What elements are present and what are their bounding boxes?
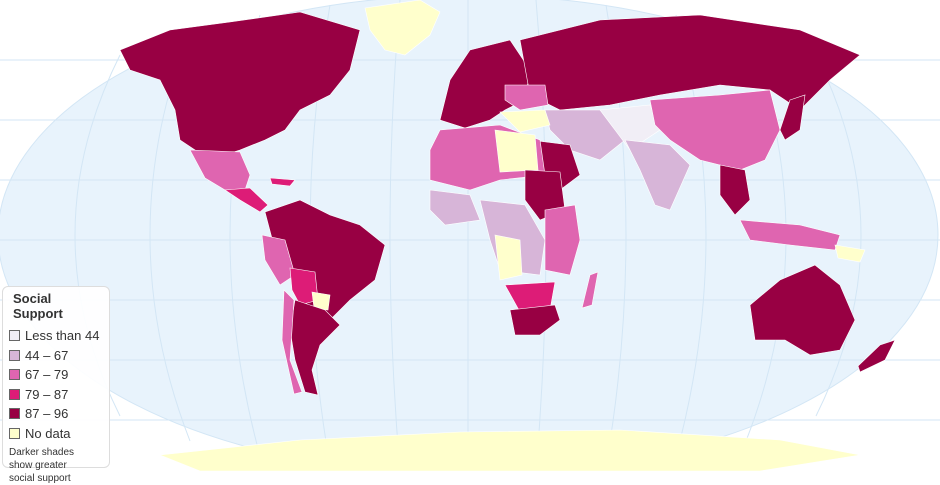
region-japan[interactable] [779,94,806,141]
legend-item-44-67[interactable]: 44 – 67 [9,346,103,366]
region-central-asia[interactable] [599,104,661,151]
legend-swatch [9,349,20,361]
region-central-africa[interactable] [479,199,546,276]
region-iran-turkey[interactable] [499,109,551,133]
legend-swatch [9,408,20,420]
legend-label: No data [25,425,71,441]
region-madagascar[interactable] [581,271,599,309]
legend-label: 87 – 96 [25,406,69,422]
legend-label: 67 – 79 [25,367,69,383]
region-peru[interactable] [261,234,296,286]
region-angola[interactable] [494,234,523,281]
legend-note-line: Darker shades [9,447,75,458]
region-china[interactable] [649,89,781,171]
legend-item-87-96[interactable]: 87 – 96 [9,404,103,424]
legend: Social Support Less than 44 44 – 67 67 –… [2,286,110,484]
legend-item-less-than-44[interactable]: Less than 44 [9,326,103,346]
legend-label: 44 – 67 [25,347,69,363]
region-central-america[interactable] [224,187,269,213]
region-russia[interactable] [519,14,861,111]
region-paraguay[interactable] [311,291,331,311]
region-greenland[interactable] [364,0,441,56]
region-new-zealand[interactable] [857,339,896,373]
legend-note-line: show greater [9,460,67,471]
region-caribbean[interactable] [269,177,296,187]
region-north-america[interactable] [119,11,361,159]
legend-item-no-data[interactable]: No data [9,424,103,444]
world-map [0,0,940,471]
legend-swatch [9,330,20,342]
region-papua[interactable] [834,244,866,263]
legend-label: 79 – 87 [25,386,69,402]
region-south-africa[interactable] [509,304,561,336]
region-libya-egypt[interactable] [494,129,539,173]
legend-item-79-87[interactable]: 79 – 87 [9,385,103,405]
legend-note-line: social support [9,473,71,484]
region-india[interactable] [624,139,691,211]
region-southeast-asia[interactable] [719,164,751,216]
countries [119,0,896,471]
region-australia[interactable] [749,264,856,356]
legend-note: Darker shades show greater social suppor… [9,446,103,485]
region-indonesia[interactable] [739,219,841,251]
legend-swatch [9,388,20,400]
legend-item-67-79[interactable]: 67 – 79 [9,365,103,385]
legend-swatch [9,427,20,439]
region-argentina-chile[interactable] [289,299,341,396]
region-bolivia[interactable] [289,267,319,306]
region-chile[interactable] [281,289,303,395]
region-east-africa[interactable] [544,204,581,276]
region-eastern-europe[interactable] [504,84,549,111]
region-west-africa[interactable] [429,189,481,226]
legend-title: Social Support [13,291,63,321]
legend-swatch [9,369,20,381]
legend-label: Less than 44 [25,328,100,344]
region-antarctica[interactable] [159,429,861,471]
